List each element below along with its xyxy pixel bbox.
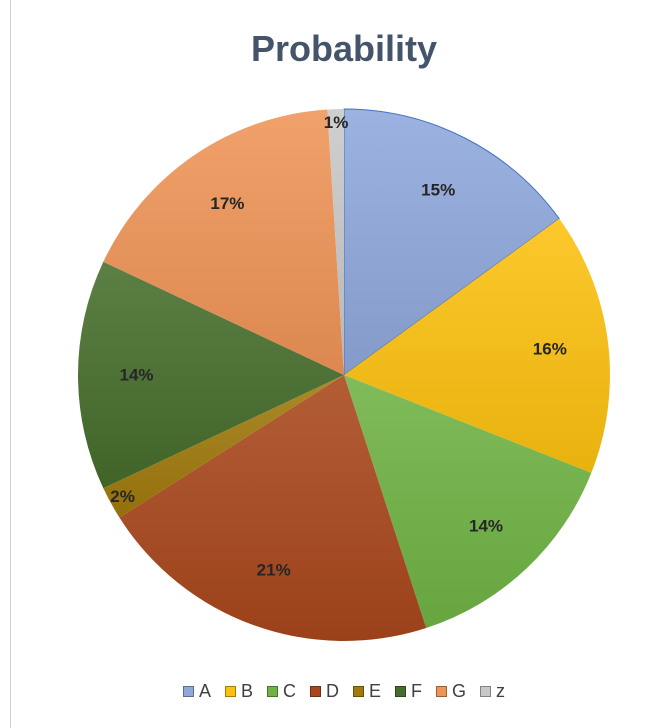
legend-swatch-a [182, 686, 194, 697]
legend-item-z: z [480, 681, 505, 702]
data-label-a: 15% [421, 181, 455, 200]
pie-slice-z [327, 108, 344, 375]
legend-swatch-z [480, 686, 492, 697]
data-label-c: 14% [469, 517, 503, 536]
data-label-f: 14% [119, 366, 153, 385]
legend-item-f: F [395, 681, 422, 702]
data-label-z: 1% [324, 113, 349, 132]
pie-slice-e [103, 375, 344, 518]
legend-swatch-b [224, 686, 236, 697]
legend-item-e: E [353, 681, 381, 702]
legend-label-e: E [369, 681, 382, 701]
pie-slice-c [344, 375, 592, 628]
legend-item-g: G [436, 681, 466, 702]
legend-swatch-f [395, 686, 407, 697]
legend-item-b: B [224, 681, 253, 702]
legend-label-d: D [326, 681, 339, 701]
chart-area-border [10, 0, 11, 728]
legend-swatch-d [310, 686, 321, 697]
pie-slice-g [103, 109, 344, 376]
data-label-b: 16% [533, 340, 567, 359]
chart-title: Probability [250, 28, 438, 69]
legend-label-c: C [283, 681, 296, 701]
legend-label-g: G [452, 681, 467, 701]
legend-swatch-c [267, 686, 278, 697]
data-label-g: 17% [210, 194, 244, 213]
pie-slice-a [343, 108, 560, 376]
pie-slice-f [78, 261, 344, 489]
legend-label-b: B [240, 681, 253, 701]
legend-item-a: A [182, 681, 211, 702]
legend-swatch-g [436, 686, 448, 697]
legend-label-z: z [496, 681, 506, 701]
legend-item-d: D [310, 681, 339, 702]
data-label-d: 21% [257, 561, 291, 580]
pie-slice-d [119, 375, 427, 641]
pie-slice-b [344, 218, 610, 473]
legend-label-f: F [411, 681, 423, 701]
data-label-e: 2% [110, 487, 135, 506]
legend-item-c: C [267, 681, 296, 702]
legend-swatch-e [353, 686, 364, 697]
legend-label-a: A [198, 681, 211, 701]
